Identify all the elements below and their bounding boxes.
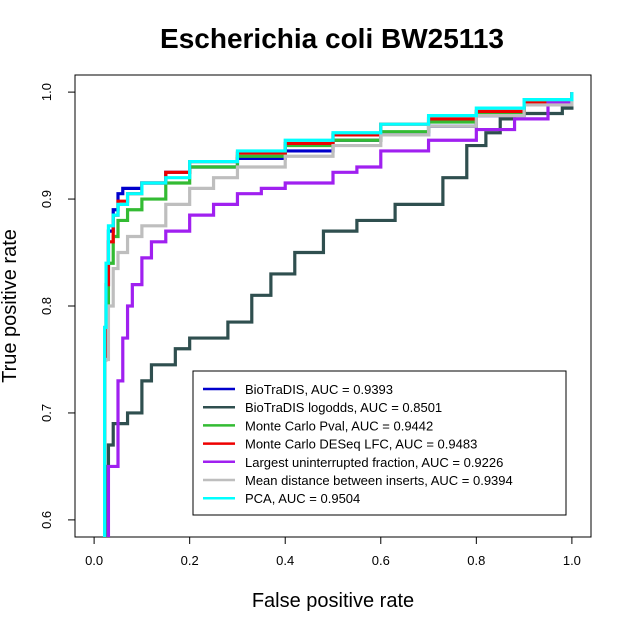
series-line-6 <box>103 92 574 537</box>
y-tick-label: 0.7 <box>39 404 54 422</box>
legend: BioTraDIS, AUC = 0.9393 BioTraDIS logodds… <box>192 370 567 516</box>
legend-entry: Monte Carlo DESeq LFC, AUC = 0.9483 <box>245 437 477 452</box>
legend-entry: BioTraDIS logodds, AUC = 0.8501 <box>245 400 442 415</box>
legend-entry: Mean distance between inserts, AUC = 0.9… <box>245 473 513 488</box>
legend-box <box>192 370 567 516</box>
y-tick-label: 1.0 <box>39 83 54 101</box>
y-tick-label: 0.8 <box>39 297 54 315</box>
legend-entry: Largest uninterrupted fraction, AUC = 0.… <box>245 455 503 470</box>
chart-title: Escherichia coli BW25113 <box>160 23 504 54</box>
series-lines <box>103 92 574 537</box>
legend-entry: BioTraDIS, AUC = 0.9393 <box>245 382 393 397</box>
x-tick-label: 0.8 <box>467 553 485 568</box>
series-line-4 <box>106 92 574 537</box>
x-tick-label: 0.2 <box>181 553 199 568</box>
series-line-5 <box>103 92 574 537</box>
y-tick-label: 0.9 <box>39 190 54 208</box>
legend-entry: PCA, AUC = 0.9504 <box>245 491 360 506</box>
y-axis: 0.6 0.7 0.8 0.9 1.0 <box>39 83 75 529</box>
x-tick-label: 1.0 <box>563 553 581 568</box>
x-tick-label: 0.6 <box>372 553 390 568</box>
x-tick-label: 0.4 <box>276 553 294 568</box>
x-axis-label: False positive rate <box>252 590 414 612</box>
x-axis: 0.0 0.2 0.4 0.6 0.8 1.0 <box>85 537 581 568</box>
y-axis-label: True positive rate <box>0 229 21 383</box>
legend-entry: Monte Carlo Pval, AUC = 0.9442 <box>245 418 433 433</box>
y-tick-label: 0.6 <box>39 511 54 529</box>
x-tick-label: 0.0 <box>85 553 103 568</box>
series-line-1 <box>104 92 574 537</box>
